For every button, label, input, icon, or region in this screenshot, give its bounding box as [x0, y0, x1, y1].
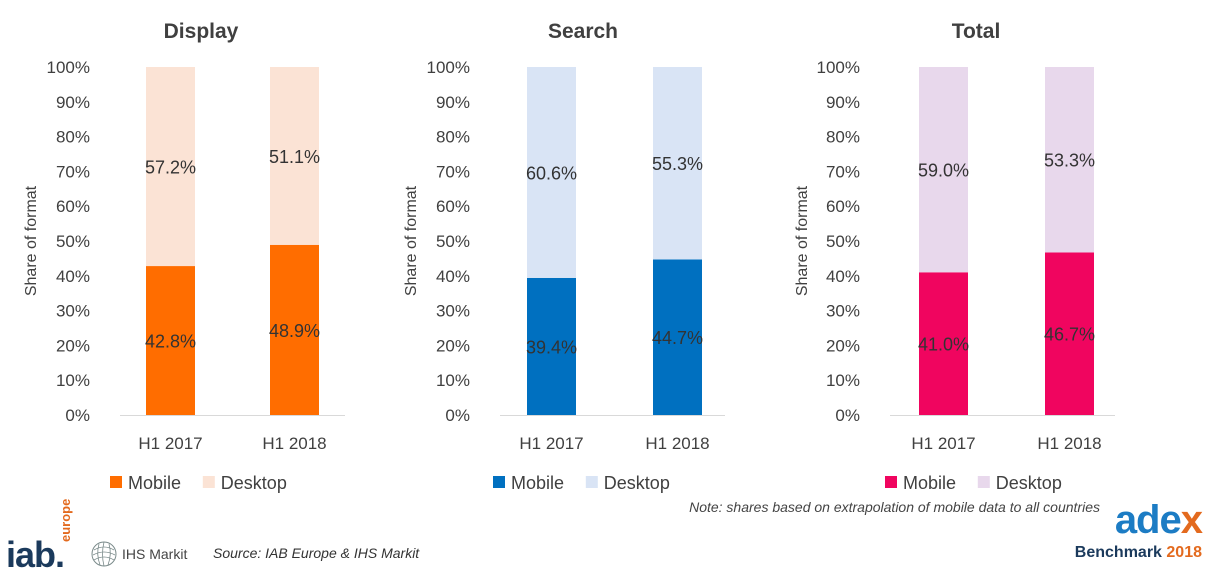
- chart-1-ytick-label: 50%: [436, 232, 470, 251]
- chart-2-data-label: 46.7%: [1044, 325, 1095, 345]
- chart-1-ytick-label: 20%: [436, 336, 470, 355]
- chart-2-ytick-label: 100%: [817, 58, 860, 77]
- chart-2-ylabel: Share of format: [794, 185, 811, 296]
- chart-2-bar-desktop-0: [919, 67, 968, 273]
- chart-0-ytick-label: 10%: [56, 371, 90, 390]
- chart-0-bar-mobile-1: [270, 244, 319, 415]
- chart-1-ytick-label: 40%: [436, 267, 470, 286]
- chart-1-xtick-label: H1 2018: [645, 434, 709, 453]
- iab-europe-logo: iab. europe: [6, 499, 76, 575]
- chart-2-ytick-label: 20%: [826, 336, 860, 355]
- chart-1-data-label: 60.6%: [526, 163, 577, 183]
- chart-2-ytick-label: 50%: [826, 232, 860, 251]
- chart-1-ytick-label: 80%: [436, 128, 470, 147]
- chart-1-title: Search: [548, 20, 618, 43]
- chart-1-ytick-label: 70%: [436, 162, 470, 181]
- chart-2-legend-swatch: [977, 476, 990, 488]
- chart-0-ytick-label: 60%: [56, 197, 90, 216]
- chart-0-ytick-label: 70%: [56, 162, 90, 181]
- chart-0-bar-mobile-0: [146, 266, 195, 415]
- chart-2-title: Total: [952, 20, 1001, 43]
- chart-0-ytick-label: 50%: [56, 232, 90, 251]
- chart-2-bar-mobile-0: [919, 272, 968, 415]
- ihs-markit-logo: IHS Markit: [90, 540, 200, 570]
- chart-0-legend-swatch: [202, 476, 215, 488]
- chart-2-ytick-label: 0%: [835, 406, 860, 425]
- source-text: Source: IAB Europe & IHS Markit: [213, 545, 420, 561]
- chart-0-data-label: 42.8%: [145, 332, 196, 352]
- adex-logo-word-x: x: [1180, 498, 1203, 542]
- chart-1-ytick-label: 0%: [445, 406, 470, 425]
- chart-0-xtick-label: H1 2018: [262, 434, 326, 453]
- chart-1-data-label: 55.3%: [652, 154, 703, 174]
- chart-1-ytick-label: 10%: [436, 371, 470, 390]
- chart-0-ytick-label: 0%: [65, 406, 90, 425]
- chart-2-bar-desktop-1: [1045, 67, 1094, 253]
- chart-2-data-label: 53.3%: [1044, 151, 1095, 171]
- chart-2-xtick-label: H1 2018: [1037, 434, 1101, 453]
- adex-logo-benchmark: Benchmark: [1074, 544, 1162, 561]
- chart-1-data-label: 39.4%: [526, 337, 577, 357]
- chart-0-bar-desktop-1: [270, 67, 319, 245]
- chart-1-legend-label: Desktop: [604, 473, 670, 493]
- chart-1-xtick-label: H1 2017: [519, 434, 583, 453]
- chart-0-legend-label: Desktop: [221, 473, 287, 493]
- chart-1-ytick-label: 60%: [436, 197, 470, 216]
- chart-0-ytick-label: 80%: [56, 128, 90, 147]
- chart-0-xtick-label: H1 2017: [138, 434, 202, 453]
- adex-benchmark-logo: adex Benchmark 2018: [1075, 498, 1206, 572]
- chart-2-ytick-label: 60%: [826, 197, 860, 216]
- chart-2-legend-label: Mobile: [903, 473, 956, 493]
- chart-1-ytick-label: 90%: [436, 93, 470, 112]
- iab-logo-word: iab.: [6, 534, 65, 575]
- chart-2-ytick-label: 40%: [826, 267, 860, 286]
- chart-2-data-label: 59.0%: [918, 161, 969, 181]
- chart-2-data-label: 41.0%: [918, 335, 969, 355]
- chart-1-legend-swatch: [585, 476, 598, 488]
- chart-0-ylabel: Share of format: [23, 185, 40, 296]
- chart-0-ytick-label: 90%: [56, 93, 90, 112]
- chart-2-xtick-label: H1 2017: [911, 434, 975, 453]
- chart-2-ytick-label: 80%: [826, 128, 860, 147]
- chart-1-data-label: 44.7%: [652, 328, 703, 348]
- adex-logo-word-a: ade: [1114, 498, 1182, 542]
- chart-1-bar-mobile-1: [653, 259, 702, 415]
- chart-1-legend-label: Mobile: [511, 473, 564, 493]
- chart-0-data-label: 51.1%: [269, 147, 320, 167]
- chart-2-ytick-label: 10%: [826, 371, 860, 390]
- chart-0-legend-swatch: [110, 476, 122, 488]
- iab-logo-europe: europe: [58, 498, 73, 542]
- extrapolation-note: Note: shares based on extrapolation of m…: [689, 499, 1100, 515]
- ihs-markit-globe-icon: [91, 541, 117, 567]
- chart-1-bar-mobile-0: [527, 277, 576, 415]
- chart-0-legend-label: Mobile: [128, 473, 181, 493]
- chart-0-title: Display: [164, 20, 239, 43]
- chart-2-legend-label: Desktop: [996, 473, 1062, 493]
- chart-0-ytick-label: 40%: [56, 267, 90, 286]
- chart-1-legend-swatch: [493, 476, 505, 488]
- chart-1-ytick-label: 100%: [427, 58, 470, 77]
- chart-0-bar-desktop-0: [146, 67, 195, 267]
- chart-1-bar-desktop-1: [653, 67, 702, 260]
- chart-0-ytick-label: 30%: [56, 302, 90, 321]
- chart-1-ytick-label: 30%: [436, 302, 470, 321]
- adex-logo-year: 2018: [1166, 544, 1202, 561]
- chart-0-data-label: 57.2%: [145, 158, 196, 178]
- adex-logo-word: adex: [1114, 498, 1203, 542]
- adex-logo-sub: Benchmark 2018: [1075, 544, 1202, 562]
- chart-2-ytick-label: 30%: [826, 302, 860, 321]
- chart-0-data-label: 48.9%: [269, 321, 320, 341]
- chart-0-ytick-label: 20%: [56, 336, 90, 355]
- chart-1-ylabel: Share of format: [403, 185, 420, 296]
- chart-0-ytick-label: 100%: [47, 58, 90, 77]
- ihs-markit-text: IHS Markit: [122, 546, 188, 562]
- chart-2-legend-swatch: [885, 476, 897, 488]
- chart-2-ytick-label: 70%: [826, 162, 860, 181]
- chart-2-ytick-label: 90%: [826, 93, 860, 112]
- chart-1-bar-desktop-0: [527, 67, 576, 278]
- chart-2-bar-mobile-1: [1045, 252, 1094, 415]
